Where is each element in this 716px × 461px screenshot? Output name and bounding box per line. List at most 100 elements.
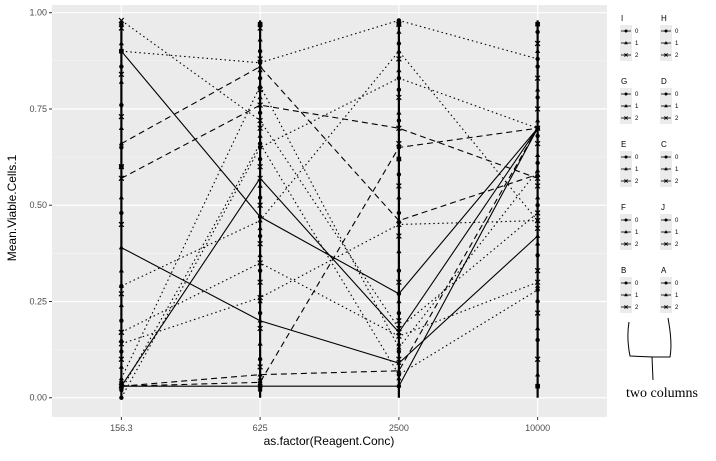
data-point-circle <box>396 291 402 296</box>
data-point-cross <box>118 25 125 31</box>
data-point-circle <box>535 299 540 304</box>
data-point-triangle <box>118 383 124 388</box>
legend-title: E <box>621 140 626 149</box>
data-point-circle <box>396 41 402 46</box>
legend-key-circle <box>664 92 668 96</box>
y-tick-label: 0.00 <box>29 393 47 403</box>
legend-label: 2 <box>675 305 679 311</box>
legend-key-cross <box>624 179 628 183</box>
y-axis-title: Mean.Viable.Cells.1 <box>5 154 19 261</box>
data-point-triangle <box>257 36 263 42</box>
legend-title: J <box>661 203 665 212</box>
data-point-triangle <box>535 371 541 377</box>
data-point-circle <box>535 64 540 69</box>
legend-key-triangle <box>664 104 668 108</box>
data-point-cross <box>257 102 263 108</box>
handwritten-annotation: two columns <box>626 317 698 401</box>
data-point-cross <box>118 329 125 336</box>
data-point-triangle <box>257 371 263 377</box>
legend-title: D <box>661 77 667 86</box>
plot-panel <box>52 5 607 417</box>
data-point-triangle <box>396 367 402 373</box>
data-point-cross <box>534 217 541 224</box>
series-line-dashed <box>121 104 538 179</box>
data-point-square <box>119 164 124 170</box>
data-point-circle <box>396 210 402 216</box>
legend-key-cross <box>624 242 628 246</box>
axes: 0.00 0.25 0.50 0.75 1.00 156.3 625 2500 10000 <box>29 8 550 433</box>
data-point-circle <box>396 383 402 389</box>
legend-label: 0 <box>675 155 679 161</box>
data-point-cross <box>396 333 402 339</box>
legend-label: 2 <box>675 116 679 122</box>
data-point-triangle <box>257 83 263 88</box>
y-tick-label: 0.50 <box>29 200 47 210</box>
data-point-cross <box>118 356 125 363</box>
x-tick-label: 625 <box>253 423 268 433</box>
legend-label: 0 <box>675 29 679 35</box>
data-point-circle <box>119 349 124 354</box>
data-point-circle <box>119 102 124 108</box>
data-point-circle <box>257 49 263 54</box>
data-point-triangle <box>118 267 124 273</box>
data-point-triangle <box>535 283 541 288</box>
data-point-triangle <box>535 48 541 54</box>
data-point-triangle <box>396 48 402 54</box>
data-point-circle <box>119 387 124 393</box>
legend-label: 1 <box>675 293 679 299</box>
data-point-circle <box>257 141 263 146</box>
data-point-triangle <box>396 344 402 350</box>
legend-label: 1 <box>675 104 679 110</box>
data-point-circle <box>535 133 540 139</box>
data-point-cross <box>257 86 263 93</box>
series-line-dotted <box>121 19 538 64</box>
legend-label: 0 <box>635 92 639 98</box>
legend-title: I <box>621 14 623 23</box>
data-point-triangle <box>396 217 402 223</box>
data-point-cross <box>534 267 541 274</box>
series-line-solid <box>121 127 539 387</box>
legend-label: 0 <box>635 29 639 35</box>
legend-label: 2 <box>635 242 639 248</box>
data-point-triangle <box>396 110 402 115</box>
data-point-triangle <box>118 79 124 84</box>
series-line-dashed <box>121 65 538 222</box>
data-point-cross <box>534 175 541 182</box>
legend-key-circle <box>664 29 668 33</box>
data-point-triangle <box>118 125 124 131</box>
legend-label: 0 <box>635 218 639 224</box>
legend-title: C <box>661 140 667 149</box>
data-point-cross <box>257 325 263 332</box>
legend-label: 1 <box>635 104 639 110</box>
series-line-solid <box>120 127 539 387</box>
legend: I 0 1 2 H 0 1 2 G 0 1 2 D 0 1 2 E 0 1 2 C 0 1 2 F 0 1 2 J 0 1 2 B 0 1 2 A 0 1 2 <box>620 14 679 313</box>
data-point-triangle <box>118 375 124 381</box>
data-point-triangle <box>396 360 402 365</box>
data-point-cross <box>396 183 402 189</box>
legend-label: 2 <box>635 116 639 122</box>
data-point-cross <box>396 125 402 132</box>
series-line-dotted <box>121 50 539 287</box>
data-point-circle <box>119 380 124 385</box>
series-line-dotted <box>121 19 538 330</box>
data-point-cross <box>534 40 541 47</box>
data-point-cross <box>118 113 125 120</box>
data-point-square <box>257 21 263 27</box>
data-point-cross <box>118 71 125 78</box>
data-point-triangle <box>257 317 263 323</box>
data-point-square <box>396 156 402 162</box>
legend-title: F <box>621 203 626 212</box>
x-tick-label: 156.3 <box>110 423 133 433</box>
series-line-dashed <box>121 127 538 387</box>
data-point-triangle <box>257 298 263 304</box>
legend-key-triangle <box>664 41 668 45</box>
legend-key-triangle <box>664 167 668 171</box>
data-point-triangle <box>257 225 263 231</box>
data-point-circle <box>535 253 540 258</box>
data-point-square <box>396 21 402 27</box>
data-point-triangle <box>257 94 263 100</box>
legend-key-circle <box>624 92 628 96</box>
data-point-cross <box>257 260 263 266</box>
legend-key-cross <box>664 242 668 246</box>
